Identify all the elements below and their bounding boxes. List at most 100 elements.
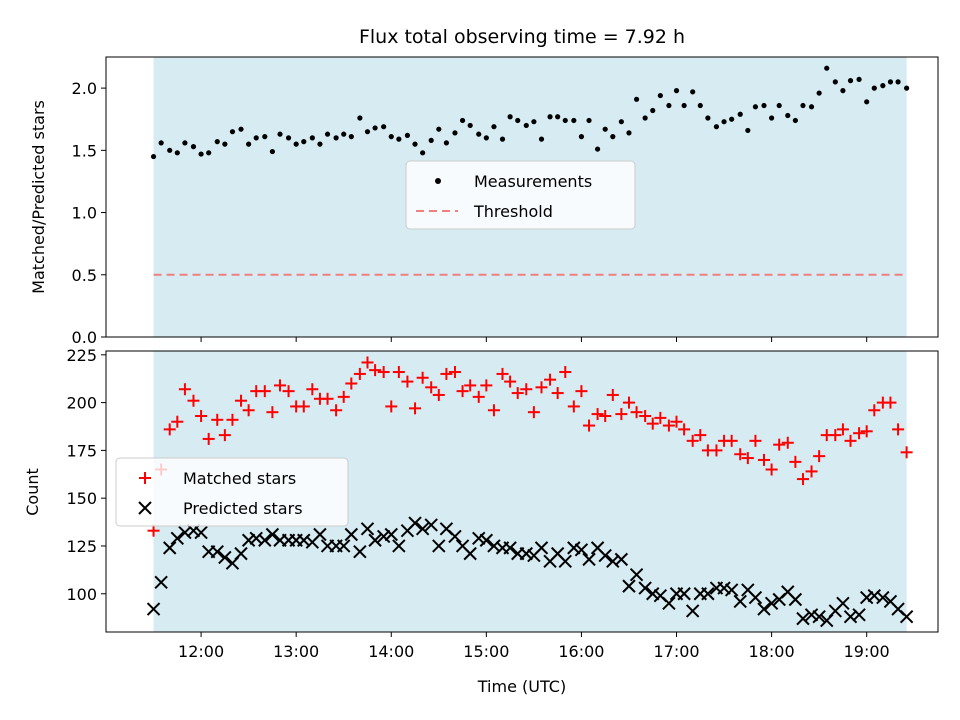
predicted-star-point <box>392 539 406 553</box>
measurement-point <box>150 153 157 160</box>
measurement-point <box>253 135 259 141</box>
measurement-point <box>681 102 687 109</box>
predicted-star-point <box>558 554 572 568</box>
predicted-star-point <box>567 541 581 555</box>
measurement-point <box>586 117 592 124</box>
measurement-point <box>459 117 466 124</box>
matched-star-point <box>805 465 818 478</box>
measurement-point <box>396 136 402 142</box>
measurement-point <box>476 131 482 137</box>
matched-star-point <box>710 444 723 457</box>
matched-star-point <box>567 400 580 413</box>
matched-star-point <box>615 408 628 421</box>
predicted-star-point <box>662 596 676 611</box>
matched-star-point <box>361 356 374 369</box>
predicted-star-point <box>804 608 819 622</box>
matched-star-point <box>377 366 390 379</box>
measurement-point <box>214 139 220 145</box>
matched-star-point <box>480 379 493 392</box>
matched-star-point <box>218 429 231 442</box>
matched-star-point <box>829 429 842 442</box>
matched-star-point <box>622 396 635 409</box>
predicted-star-point <box>598 548 612 563</box>
matched-star-point <box>678 423 691 436</box>
matched-star-point <box>195 409 208 422</box>
measurement-point <box>301 139 307 145</box>
measurement-point <box>491 124 497 130</box>
measurement-point <box>190 144 197 150</box>
legend-predicted-marker <box>138 501 152 515</box>
bottom-y-tick-label: 175 <box>66 441 97 460</box>
measurement-point <box>562 117 568 124</box>
measurement-point <box>690 89 696 95</box>
measurement-point <box>523 122 529 129</box>
predicted-star-point <box>748 590 763 605</box>
predicted-star-point <box>344 527 359 542</box>
measurement-point <box>618 119 624 125</box>
predicted-star-point <box>376 529 391 544</box>
predicted-star-point <box>186 523 201 538</box>
measurement-point <box>769 115 775 121</box>
predicted-star-point <box>724 583 739 597</box>
matched-star-point <box>282 385 295 398</box>
bottom-legend: Matched stars Predicted stars <box>115 457 349 527</box>
matched-star-point <box>266 406 279 419</box>
predicted-star-point <box>717 581 731 595</box>
legend-measurements-marker <box>435 178 441 184</box>
matched-star-point <box>416 371 429 384</box>
legend-measurements-label: Measurements <box>474 172 592 191</box>
predicted-stars-points <box>146 516 914 628</box>
predicted-star-point <box>646 587 660 601</box>
predicted-star-point <box>733 594 747 609</box>
predicted-star-point <box>629 567 644 582</box>
measurement-point <box>697 102 703 109</box>
measurement-point <box>341 131 347 137</box>
predicted-star-point <box>408 516 422 530</box>
measurement-point <box>792 117 798 124</box>
measurement-point <box>293 141 299 147</box>
measurement-point <box>808 104 815 110</box>
matched-star-point <box>535 381 548 394</box>
predicted-star-point <box>241 533 256 547</box>
matched-star-point <box>749 434 762 447</box>
matched-star-point <box>321 392 334 405</box>
measurement-point <box>737 111 743 117</box>
bottom-legend-box <box>115 457 349 527</box>
measurement-point <box>547 114 553 120</box>
measurement-point <box>713 124 720 130</box>
measurement-point <box>602 126 608 132</box>
matched-star-point <box>330 404 343 417</box>
predicted-star-point <box>360 522 375 536</box>
matched-star-point <box>639 409 652 422</box>
measurement-point <box>364 129 371 135</box>
matched-star-point <box>654 411 667 424</box>
measurement-point <box>443 140 450 146</box>
measurement-point <box>309 135 315 141</box>
measurement-point <box>729 116 735 122</box>
measurement-point <box>277 131 283 137</box>
matched-star-point <box>385 400 398 413</box>
matched-star-point <box>789 455 802 468</box>
top-y-tick-label: 0.0 <box>72 328 97 347</box>
measurement-point <box>887 79 894 85</box>
top-y-ticks: 0.0 0.5 1.0 1.5 2.0 <box>72 79 106 347</box>
measurement-point <box>507 114 513 120</box>
measurement-point <box>856 76 862 82</box>
predicted-star-point <box>463 546 477 561</box>
measurement-point <box>436 126 442 132</box>
measurement-point <box>657 92 663 99</box>
measurement-point <box>840 88 846 94</box>
matched-star-point <box>353 367 366 380</box>
predicted-star-point <box>313 527 327 542</box>
predicted-star-point <box>194 525 208 540</box>
measurement-point <box>499 136 506 142</box>
predicted-star-point <box>638 581 652 595</box>
matched-star-point <box>527 406 540 419</box>
matched-star-point <box>599 409 612 422</box>
measurement-point <box>531 119 537 125</box>
matched-star-point <box>734 448 747 461</box>
bottom-y-tick-label: 125 <box>66 537 97 556</box>
predicted-star-point <box>677 587 691 601</box>
matched-star-point <box>844 434 857 447</box>
measurement-point <box>428 137 434 143</box>
